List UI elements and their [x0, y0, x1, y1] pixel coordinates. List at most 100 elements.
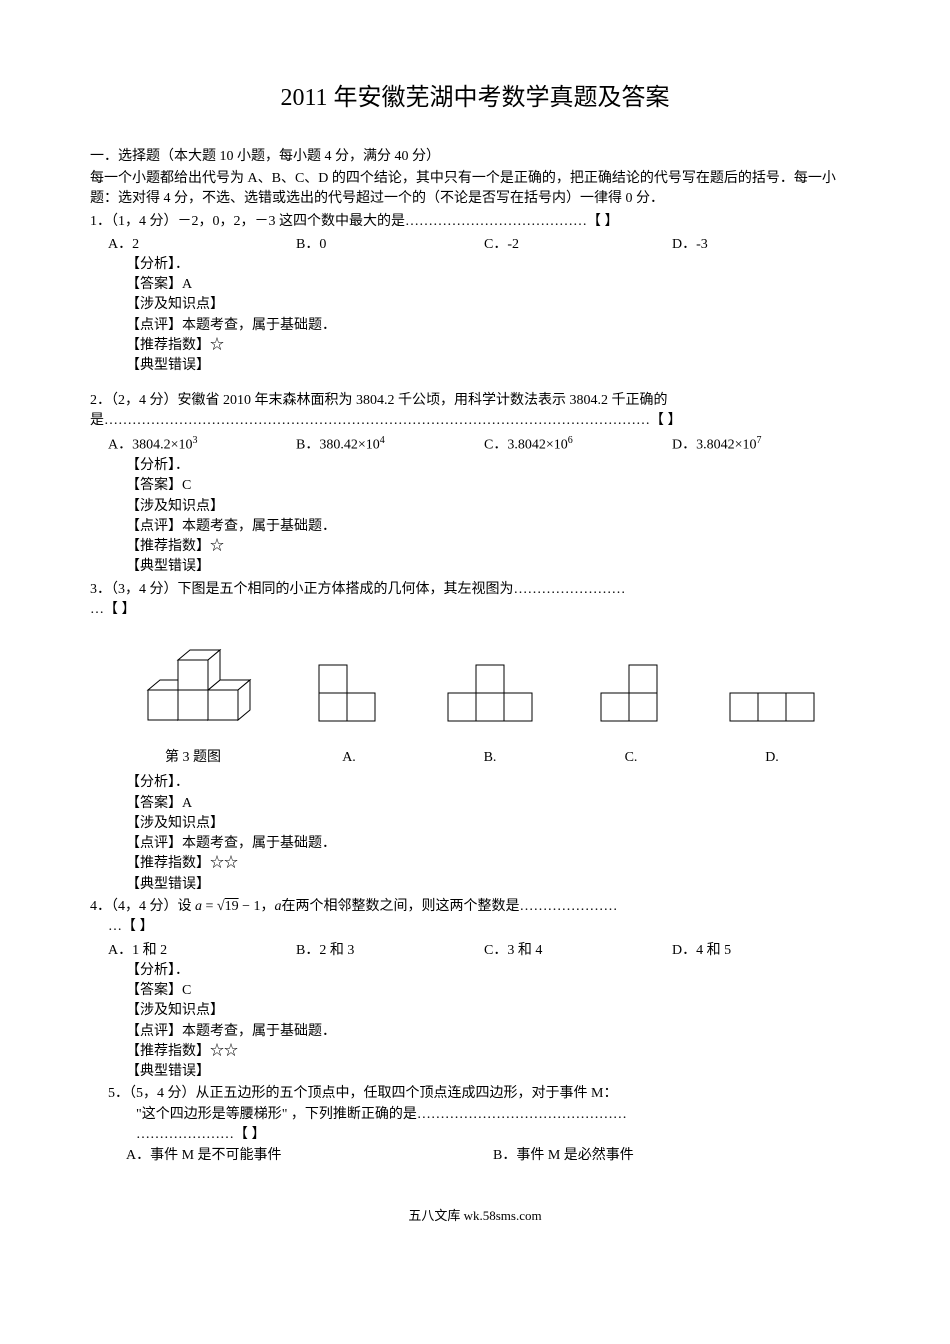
q2-text: 2．（2，4 分）安徽省 2010 年末森林面积为 3804.2 千公顷，用科学… — [90, 391, 860, 432]
q4-sqrt: √19 — [217, 899, 239, 914]
q4-text: 4．（4，4 分）设 a = √19 − 1，a在两个相邻整数之间，则这两个整数… — [90, 897, 860, 917]
q2-option-b: B．380.42×104 — [296, 433, 484, 456]
q4-bracket: …【 】 — [108, 917, 860, 937]
q1-options: A．2 B．0 C．-2 D．-3 — [108, 234, 860, 255]
view-d-icon — [722, 655, 822, 730]
q2-knowledge: 【涉及知识点】 — [126, 497, 860, 517]
q4-knowledge: 【涉及知识点】 — [126, 1001, 860, 1021]
q3-answer: 【答案】A — [126, 794, 860, 814]
view-c-icon — [596, 655, 666, 730]
q1-analysis: 【分析】． — [126, 255, 860, 275]
q3-knowledge: 【涉及知识点】 — [126, 814, 860, 834]
q3-figure-d: D. — [722, 655, 822, 768]
q3-analysis: 【分析】． — [126, 773, 860, 793]
view-b-icon — [440, 655, 540, 730]
q2-analysis: 【分析】． — [126, 456, 860, 476]
q1-typical: 【典型错误】 — [126, 356, 860, 376]
question-5: 5．（5，4 分）从正五边形的五个顶点中，任取四个顶点连成四边形，对于事件 M：… — [108, 1084, 860, 1166]
q4-option-c: C．3 和 4 — [484, 940, 672, 961]
q2-option-c: C．3.8042×106 — [484, 433, 672, 456]
q5-option-a: A．事件 M 是不可能事件 — [126, 1145, 493, 1166]
q4-analysis: 【分析】． — [126, 961, 860, 981]
q3-text: 3．（3，4 分）下图是五个相同的小正方体搭成的几何体，其左视图为…………………… — [90, 580, 860, 600]
q4-post: 在两个相邻整数之间，则这两个整数是………………… — [282, 899, 618, 914]
page-title: 2011 年安徽芜湖中考数学真题及答案 — [90, 80, 860, 116]
q1-option-a: A．2 — [108, 234, 296, 255]
q3-comment: 【点评】本题考查，属于基础题． — [126, 834, 860, 854]
q3-figure-c: C. — [596, 655, 666, 768]
q3-typical: 【典型错误】 — [126, 875, 860, 895]
q4-option-d: D．4 和 5 — [672, 940, 860, 961]
q2-a-val: 3804.2×10 — [132, 438, 192, 453]
question-4: 4．（4，4 分）设 a = √19 − 1，a在两个相邻整数之间，则这两个整数… — [90, 897, 860, 1082]
q2-d-val: 3.8042×10 — [696, 438, 756, 453]
q4-mid: ， — [261, 899, 275, 914]
q3-main-figure: 第 3 题图 — [128, 635, 258, 768]
q3-a-label: A. — [314, 747, 384, 768]
q3-figure-b: B. — [440, 655, 540, 768]
q4-pre: 4．（4，4 分）设 — [90, 899, 192, 914]
q4-sqrt-val: 19 — [225, 899, 239, 914]
q4-answer: 【答案】C — [126, 981, 860, 1001]
q2-c-val: 3.8042×10 — [507, 438, 567, 453]
footer-text: 五八文库 wk.58sms.com — [90, 1206, 860, 1226]
q1-details: 【分析】． 【答案】A 【涉及知识点】 【点评】本题考查，属于基础题． 【推荐指… — [126, 255, 860, 377]
q2-c-label: C． — [484, 438, 507, 453]
cubes-3d-icon — [128, 635, 258, 730]
q5-options: A．事件 M 是不可能事件 B．事件 M 是必然事件 — [126, 1145, 860, 1166]
q5-line2: "这个四边形是等腰梯形" ，下列推断正确的是……………………………………… — [136, 1105, 860, 1125]
q4-options: A．1 和 2 B．2 和 3 C．3 和 4 D．4 和 5 — [108, 940, 860, 961]
question-2: 2．（2，4 分）安徽省 2010 年末森林面积为 3804.2 千公顷，用科学… — [90, 391, 860, 578]
q4-a2: a — [275, 899, 282, 914]
q2-d-exp: 7 — [757, 435, 762, 446]
q4-option-a: A．1 和 2 — [108, 940, 296, 961]
q3-figures: 第 3 题图 A. B. — [90, 635, 860, 768]
q3-figure-a: A. — [314, 655, 384, 768]
q5-line3: …………………【 】 — [136, 1125, 860, 1145]
q4-a1: a — [195, 899, 202, 914]
q1-option-b: B．0 — [296, 234, 484, 255]
q1-knowledge: 【涉及知识点】 — [126, 295, 860, 315]
q3-recommend: 【推荐指数】☆☆ — [126, 854, 860, 874]
section-instruction: 每一个小题都给出代号为 A、B、C、D 的四个结论，其中只有一个是正确的，把正确… — [90, 169, 860, 210]
view-a-icon — [314, 655, 384, 730]
q3-b-label: B. — [440, 747, 540, 768]
q1-answer: 【答案】A — [126, 275, 860, 295]
q4-recommend: 【推荐指数】☆☆ — [126, 1042, 860, 1062]
q2-d-label: D． — [672, 438, 696, 453]
q1-comment: 【点评】本题考查，属于基础题． — [126, 316, 860, 336]
q2-a-exp: 3 — [193, 435, 198, 446]
q2-recommend: 【推荐指数】☆ — [126, 537, 860, 557]
q3-main-label: 第 3 题图 — [128, 747, 258, 768]
q2-answer: 【答案】C — [126, 476, 860, 496]
q3-c-label: C. — [596, 747, 666, 768]
q4-details: 【分析】． 【答案】C 【涉及知识点】 【点评】本题考查，属于基础题． 【推荐指… — [126, 961, 860, 1083]
section-header: 一．选择题（本大题 10 小题，每小题 4 分，满分 40 分） — [90, 146, 860, 167]
q5-line1: 5．（5，4 分）从正五边形的五个顶点中，任取四个顶点连成四边形，对于事件 M： — [108, 1084, 860, 1104]
q4-typical: 【典型错误】 — [126, 1062, 860, 1082]
question-1: 1．（1，4 分）－2，0，2，－3 这四个数中最大的是………………………………… — [90, 212, 860, 377]
q2-options: A．3804.2×103 B．380.42×104 C．3.8042×106 D… — [108, 433, 860, 456]
q3-details: 【分析】． 【答案】A 【涉及知识点】 【点评】本题考查，属于基础题． 【推荐指… — [126, 773, 860, 895]
q4-eq: = — [202, 899, 217, 914]
question-3: 3．（3，4 分）下图是五个相同的小正方体搭成的几何体，其左视图为…………………… — [90, 580, 860, 895]
q3-bracket: …【 】 — [90, 600, 860, 620]
q2-b-label: B． — [296, 438, 319, 453]
q2-option-a: A．3804.2×103 — [108, 433, 296, 456]
q2-b-exp: 4 — [380, 435, 385, 446]
q4-minus: − 1 — [239, 899, 261, 914]
q2-comment: 【点评】本题考查，属于基础题． — [126, 517, 860, 537]
q3-d-label: D. — [722, 747, 822, 768]
q1-option-d: D．-3 — [672, 234, 860, 255]
q2-option-d: D．3.8042×107 — [672, 433, 860, 456]
q5-option-b: B．事件 M 是必然事件 — [493, 1145, 860, 1166]
q1-option-c: C．-2 — [484, 234, 672, 255]
q4-comment: 【点评】本题考查，属于基础题． — [126, 1022, 860, 1042]
q2-details: 【分析】． 【答案】C 【涉及知识点】 【点评】本题考查，属于基础题． 【推荐指… — [126, 456, 860, 578]
q1-text: 1．（1，4 分）－2，0，2，－3 这四个数中最大的是………………………………… — [90, 212, 860, 232]
q1-recommend: 【推荐指数】☆ — [126, 336, 860, 356]
q2-c-exp: 6 — [568, 435, 573, 446]
q2-a-label: A． — [108, 438, 132, 453]
q2-typical: 【典型错误】 — [126, 557, 860, 577]
q4-option-b: B．2 和 3 — [296, 940, 484, 961]
